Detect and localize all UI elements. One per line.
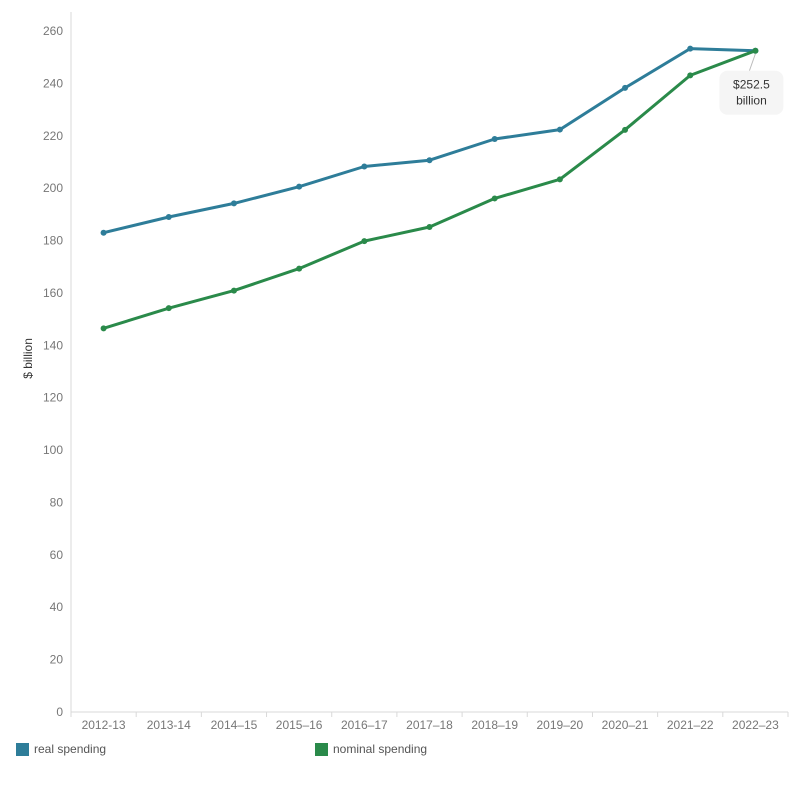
y-tick-label: 180: [43, 234, 63, 248]
data-point-real-spending: [230, 200, 237, 207]
x-tick-label: 2022–23: [732, 718, 779, 732]
data-point-nominal-spending: [230, 287, 237, 294]
y-tick-label: 40: [50, 600, 64, 614]
x-tick-label: 2015–16: [276, 718, 323, 732]
legend-label-real-spending: real spending: [34, 742, 107, 756]
series-line-nominal-spending: [102, 49, 757, 330]
data-point-nominal-spending: [165, 305, 172, 312]
y-tick-label: 200: [43, 181, 63, 195]
data-point-real-spending: [165, 214, 172, 221]
axes: [70, 12, 788, 713]
series-points: [100, 45, 759, 332]
data-point-nominal-spending: [687, 72, 694, 79]
data-point-nominal-spending: [361, 238, 368, 245]
x-axis-ticks: 2012-13 2013-14 2014–15 2015–16 2016–17 2017–…: [70, 712, 789, 732]
legend-item-nominal-spending[interactable]: nominal spending: [315, 742, 427, 756]
y-tick-label: 20: [50, 653, 64, 667]
y-tick-label: 220: [43, 129, 63, 143]
legend-label-nominal-spending: nominal spending: [333, 742, 428, 756]
y-tick-label: 60: [50, 548, 64, 562]
y-tick-label: 120: [43, 391, 63, 405]
x-tick-label: 2014–15: [211, 718, 258, 732]
data-point-nominal-spending: [491, 195, 498, 202]
data-point-real-spending: [491, 135, 498, 142]
data-point-nominal-spending: [100, 325, 107, 332]
x-tick-label: 2018–19: [471, 718, 518, 732]
data-point-nominal-spending: [622, 126, 629, 133]
data-point-real-spending: [100, 229, 107, 236]
x-tick-label: 2020–21: [602, 718, 649, 732]
data-point-real-spending: [426, 157, 433, 164]
x-tick-label: 2012-13: [82, 718, 126, 732]
legend: real spending nominal spending: [16, 742, 776, 762]
legend-item-real-spending[interactable]: real spending: [16, 742, 106, 756]
x-tick-label: 2019–20: [537, 718, 584, 732]
y-tick-label: 240: [43, 76, 63, 90]
data-point-nominal-spending: [426, 223, 433, 230]
y-tick-label: 140: [43, 338, 63, 352]
legend-swatch-nominal-spending: [315, 742, 328, 756]
legend-swatch-real-spending: [16, 742, 29, 756]
y-axis-title-group: $ billion: [21, 338, 35, 379]
x-tick-label: 2017–18: [406, 718, 453, 732]
annotation-unit: billion: [736, 94, 767, 108]
y-tick-label: 100: [43, 443, 63, 457]
y-tick-label: 80: [50, 495, 64, 509]
series-line-real-spending: [102, 47, 757, 235]
annotation-box: [719, 70, 784, 115]
data-point-real-spending: [296, 183, 303, 190]
y-axis-title: $ billion: [21, 338, 35, 379]
y-tick-label: 260: [43, 24, 63, 38]
data-point-nominal-spending: [296, 265, 303, 272]
data-point-real-spending: [556, 126, 563, 133]
x-tick-label: 2013-14: [147, 718, 191, 732]
data-point-nominal-spending: [752, 47, 759, 54]
line-chart: $ billion 0 20 40 60 80 100 120 140 160 180 200 220…: [21, 12, 789, 732]
y-tick-label: 160: [43, 286, 63, 300]
data-point-nominal-spending: [556, 176, 563, 183]
data-point-real-spending: [687, 45, 694, 52]
value-annotation: $252.5 billion: [719, 53, 784, 115]
annotation-leader-line: [748, 53, 756, 71]
series-lines: [102, 47, 757, 330]
x-tick-label: 2016–17: [341, 718, 388, 732]
data-point-real-spending: [622, 84, 629, 91]
data-point-real-spending: [361, 163, 368, 170]
x-tick-label: 2021–22: [667, 718, 714, 732]
annotation-value: $252.5: [733, 78, 770, 92]
y-tick-label: 0: [56, 705, 63, 719]
y-axis-ticks: 0 20 40 60 80 100 120 140 160 180 200 220 240 260: [43, 24, 63, 719]
